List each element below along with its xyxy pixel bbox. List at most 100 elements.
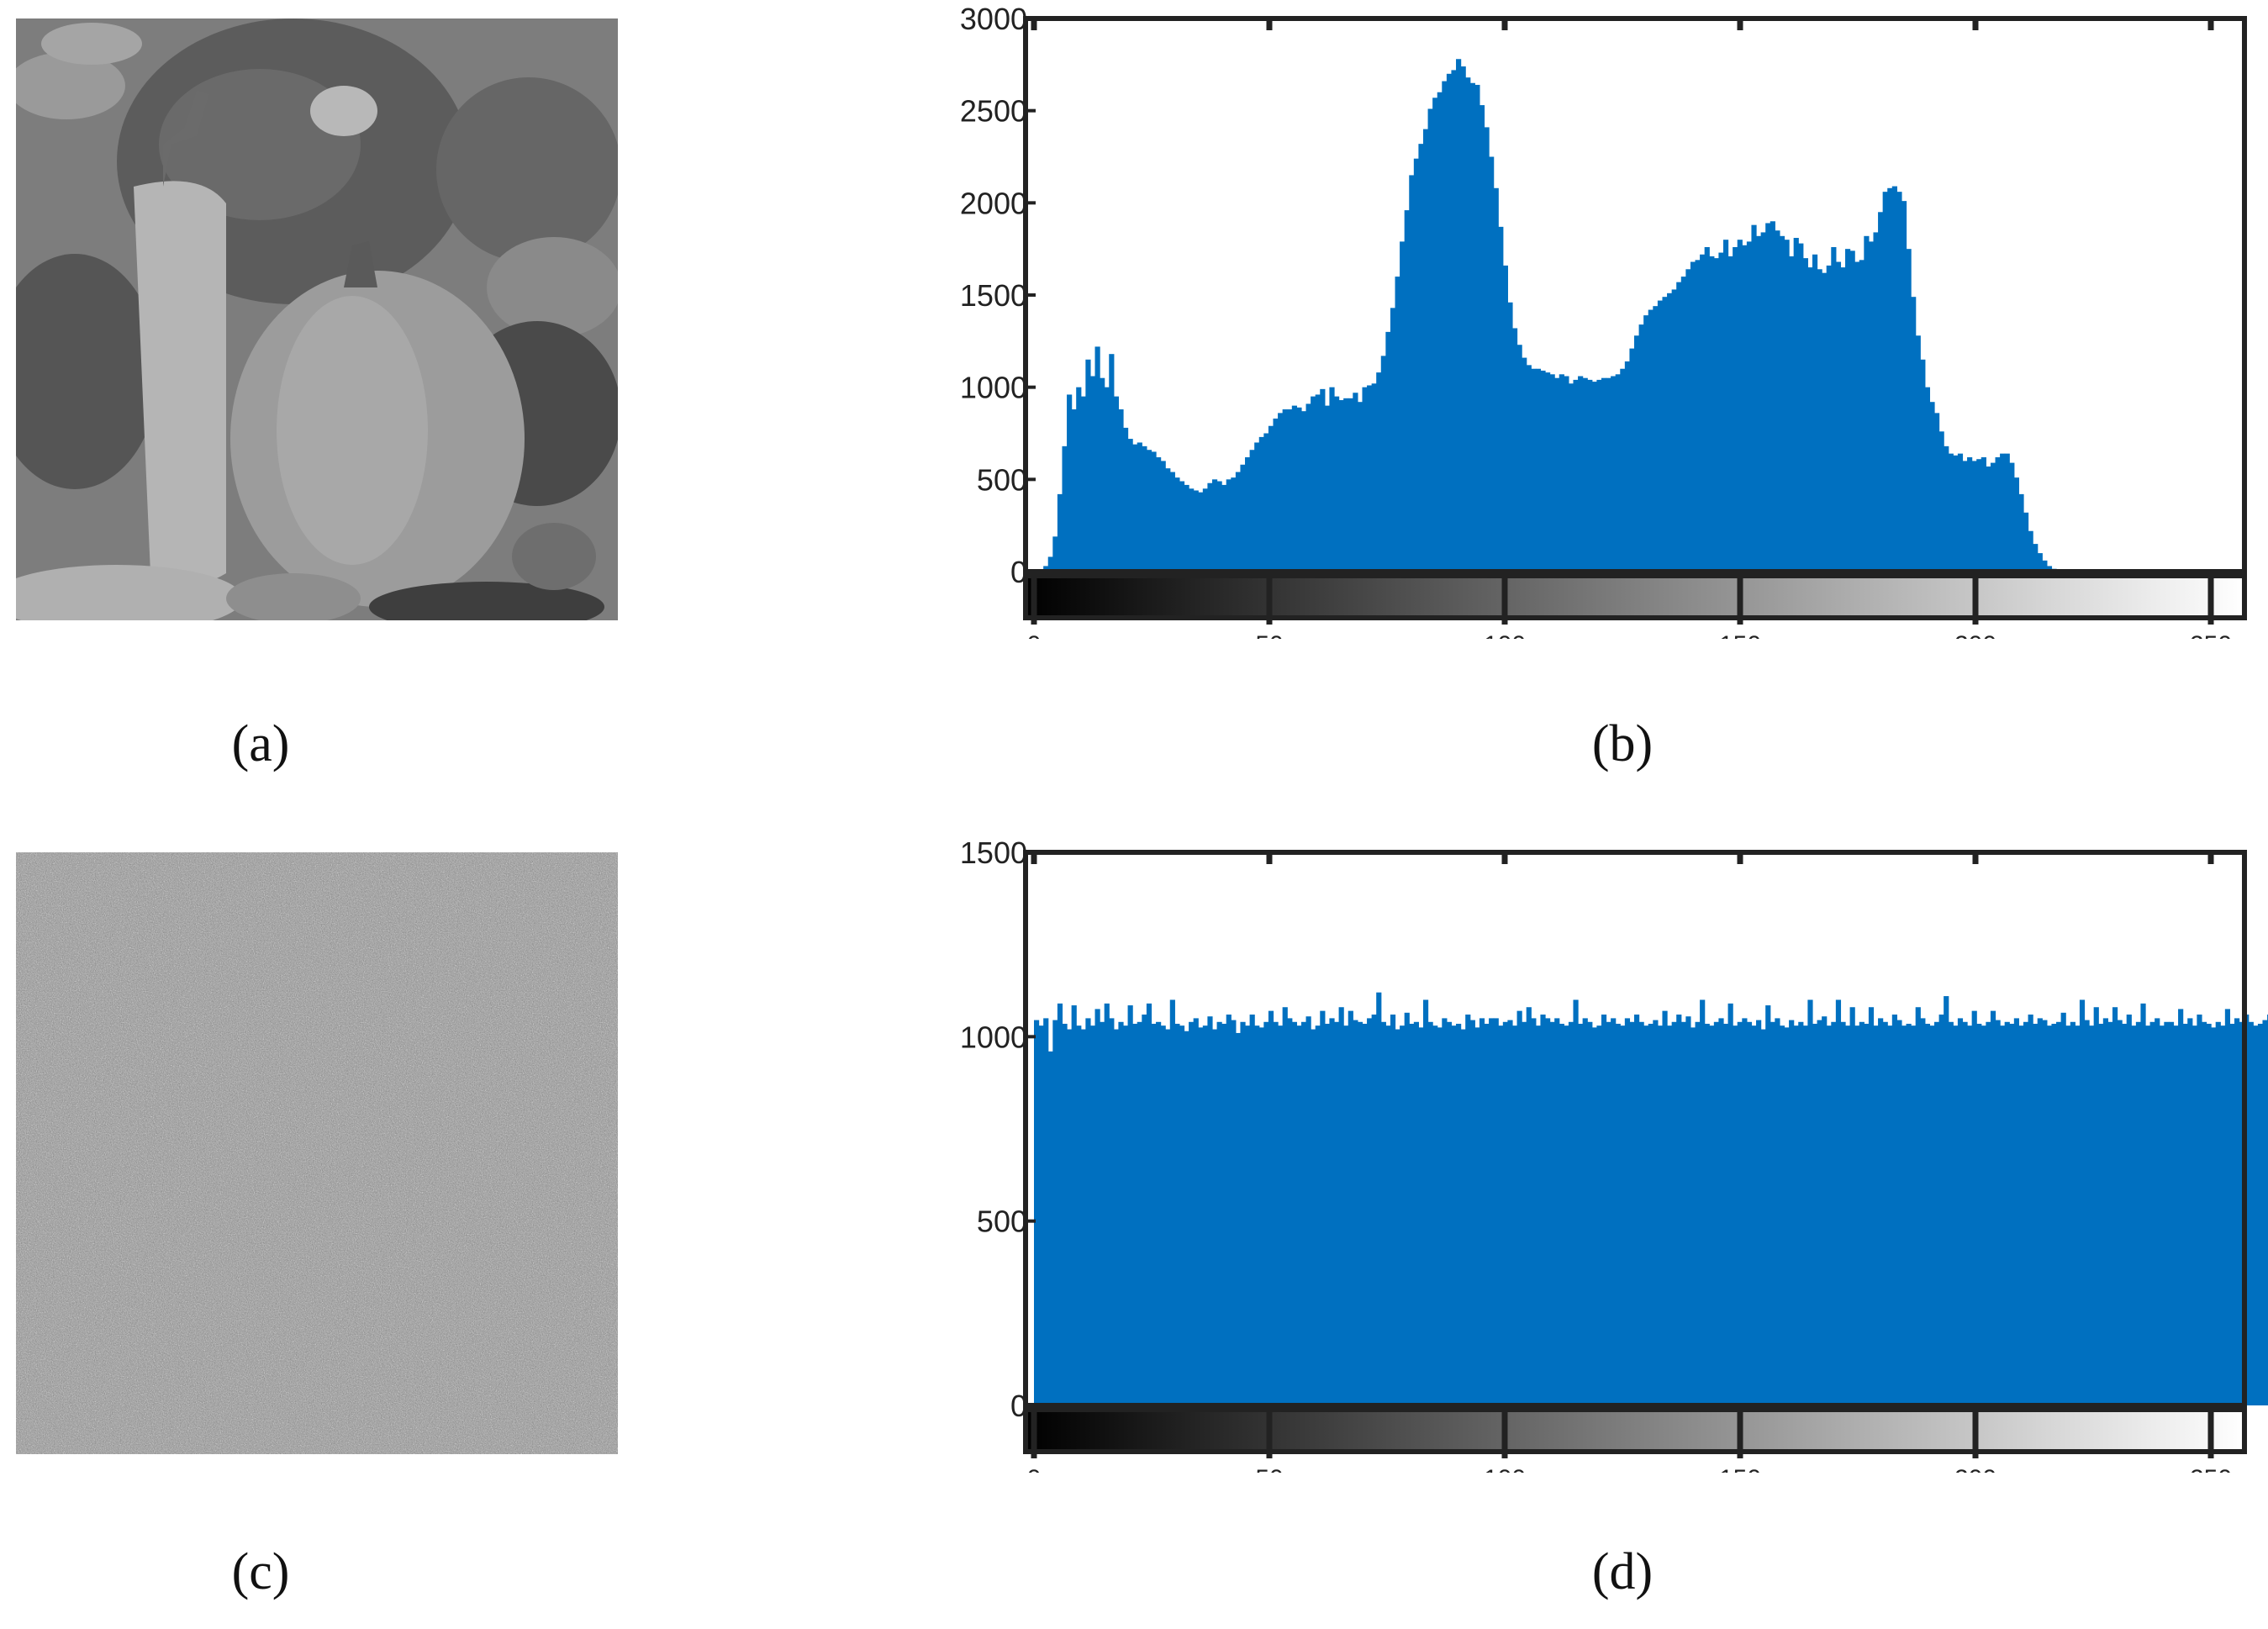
bar	[2131, 1025, 2137, 1405]
bar	[1287, 409, 1293, 572]
bar	[1906, 1023, 1912, 1405]
bar	[2018, 493, 2024, 572]
bar	[1353, 1020, 1358, 1405]
bar	[1047, 1051, 1053, 1405]
bar	[1891, 186, 1897, 572]
bar	[1831, 246, 1837, 572]
bar	[1151, 1023, 1157, 1405]
bar	[1995, 1020, 2001, 1405]
histogram-plot-d: 0 50 100 150 200 250 0 500 1000 1500	[960, 836, 2268, 1473]
bar	[2033, 544, 2039, 572]
bar	[1456, 1023, 1462, 1405]
bar	[1146, 1003, 1152, 1405]
y-tick-label: 0	[1010, 1389, 1027, 1423]
peppers-photo	[16, 18, 618, 620]
bar	[1254, 1025, 1260, 1405]
bar	[1437, 92, 1443, 572]
bar	[1868, 1007, 1875, 1405]
bar	[1522, 357, 1527, 572]
bar	[1915, 1007, 1921, 1405]
bar	[1263, 1021, 1269, 1405]
bar	[1700, 254, 1706, 572]
bar	[2135, 1021, 2142, 1405]
bar	[1606, 377, 1611, 572]
bar	[1793, 238, 1799, 572]
bar	[1606, 1021, 1611, 1405]
bar	[1311, 1029, 1316, 1405]
bar	[1221, 1023, 1227, 1405]
bar	[2079, 999, 2086, 1405]
y-tick-label: 1500	[960, 836, 1027, 870]
bar	[1596, 1025, 1602, 1405]
bar	[2046, 566, 2053, 572]
bar	[1249, 1015, 1255, 1405]
bar	[1653, 1020, 1659, 1405]
bar	[1278, 1025, 1284, 1405]
bar	[1348, 398, 1353, 572]
bar	[1578, 1023, 1584, 1405]
bar	[1535, 1025, 1542, 1405]
bar	[2220, 1025, 2226, 1405]
bar	[1915, 335, 1921, 572]
bar	[1718, 252, 1724, 572]
bar	[1469, 1020, 1475, 1405]
bar	[1034, 1020, 1040, 1405]
bar	[1329, 1018, 1335, 1405]
bar	[1493, 187, 1499, 572]
bar	[1174, 477, 1180, 572]
bar	[2215, 1021, 2221, 1405]
bar	[1713, 1021, 1720, 1405]
bar	[1390, 1015, 1396, 1405]
bar	[2093, 1007, 2099, 1405]
bar	[1189, 488, 1195, 572]
bar	[1559, 374, 1564, 572]
bar	[1793, 1025, 1799, 1405]
bar	[1080, 1029, 1086, 1405]
bar	[1840, 267, 1846, 572]
bar	[1953, 1025, 1959, 1405]
bar	[1193, 1018, 1199, 1405]
bar	[1849, 1007, 1855, 1405]
bar	[1127, 439, 1133, 572]
bar	[1071, 1005, 1077, 1405]
bar	[1976, 459, 1982, 572]
bar	[2224, 1009, 2231, 1405]
bar	[1371, 1015, 1377, 1405]
bar	[1845, 249, 1851, 572]
bar	[1282, 1007, 1288, 1405]
bar	[1231, 477, 1237, 572]
bar	[1591, 382, 1597, 572]
bar	[1254, 442, 1260, 572]
bar	[1484, 127, 1490, 572]
bar	[2004, 1021, 2010, 1405]
bar	[2117, 1020, 2123, 1405]
bars	[1038, 59, 2066, 572]
bar	[1587, 379, 1593, 572]
bar	[2206, 1023, 2212, 1405]
bar	[1273, 1021, 1279, 1405]
bar	[1779, 1025, 1785, 1405]
bar	[1746, 1021, 1753, 1405]
bar	[2145, 1025, 2151, 1405]
bar	[1911, 297, 1917, 572]
bar	[1057, 493, 1063, 572]
bar	[1531, 368, 1537, 572]
bar	[1944, 996, 1949, 1405]
bar	[1643, 1025, 1649, 1405]
bar	[2060, 1012, 2066, 1405]
bar	[1620, 1025, 1626, 1405]
bar	[1479, 1018, 1485, 1405]
bar	[1779, 235, 1785, 572]
bar	[1113, 1029, 1120, 1405]
bar	[1085, 359, 1091, 572]
bar	[1722, 240, 1729, 572]
bar	[1324, 1023, 1331, 1405]
y-tick-label: 2500	[960, 94, 1027, 129]
bar	[1348, 1010, 1353, 1405]
bar	[1685, 269, 1691, 572]
bar	[1911, 1025, 1917, 1405]
y-tick-label: 0	[1010, 555, 1027, 589]
bar	[2149, 1021, 2155, 1405]
bar	[1751, 224, 1757, 572]
bar	[1986, 1021, 1991, 1405]
